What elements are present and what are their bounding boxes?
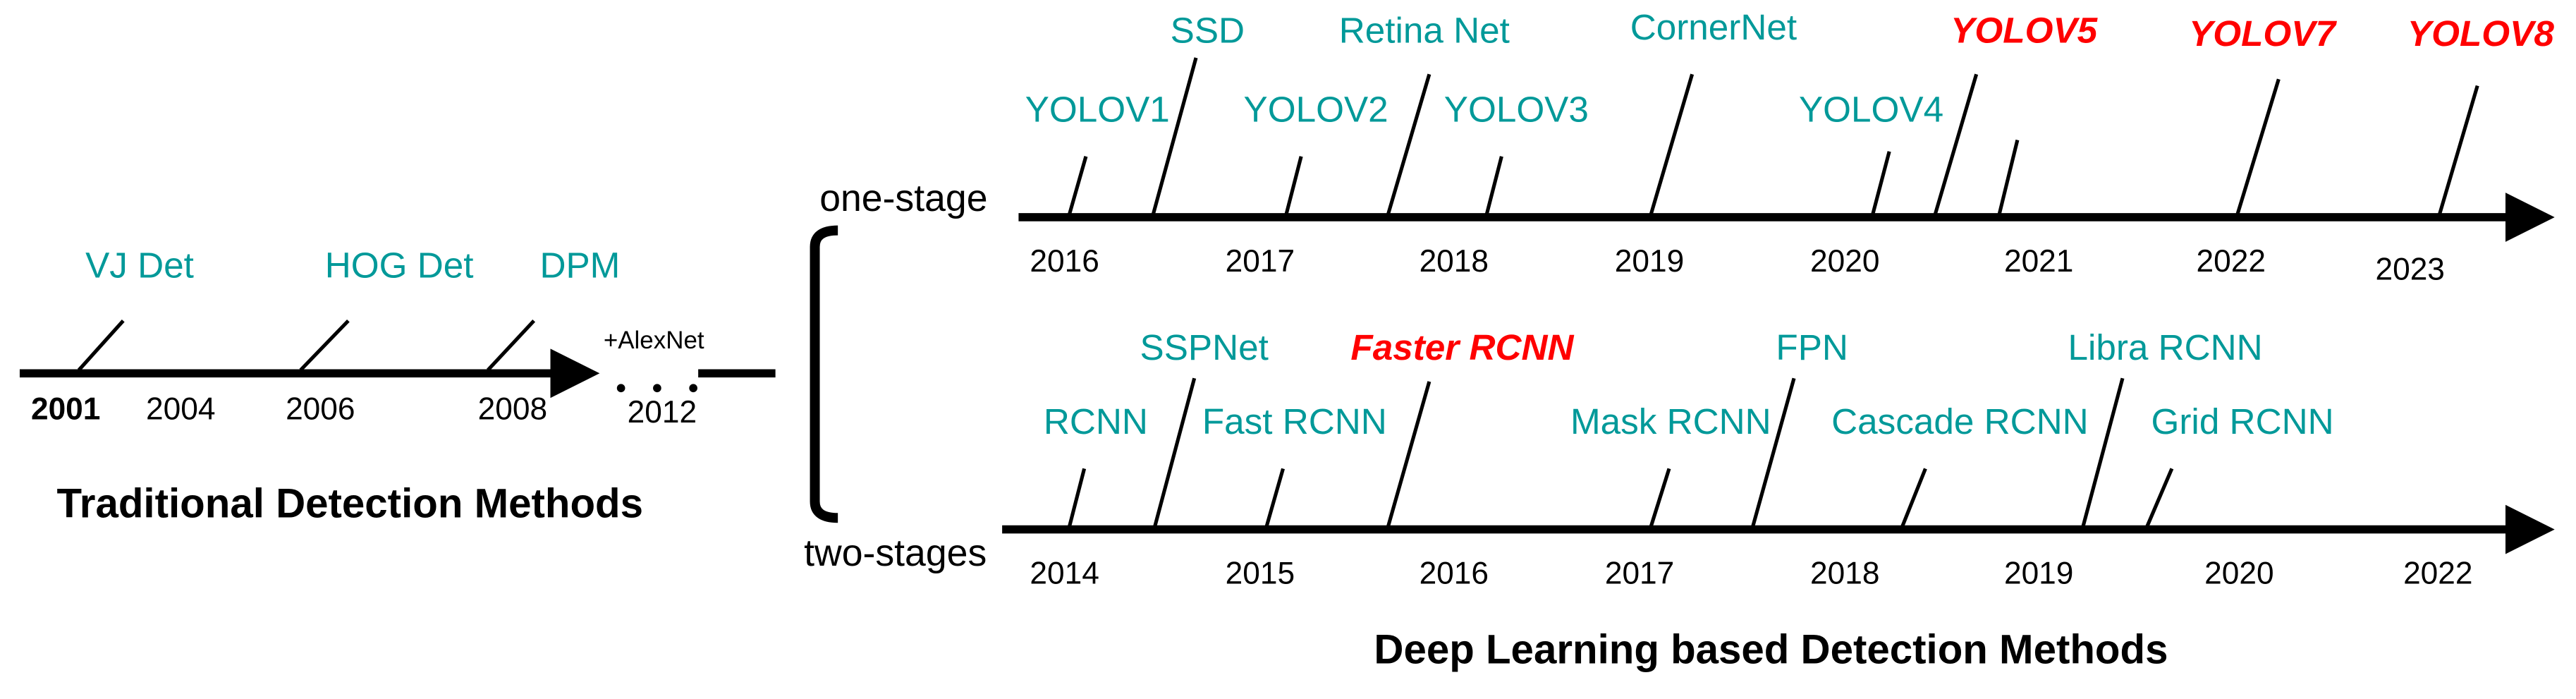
event-label: HOG Det [325,245,474,286]
tick [1751,377,1796,527]
tick [1484,156,1503,214]
event-label: VJ Det [85,245,194,286]
year: 2020 [2204,557,2273,591]
tick [2235,78,2281,215]
year: 2012 [628,395,697,430]
deep-title: Deep Learning based Detection Methods [1374,627,2168,673]
tick [1933,73,1979,215]
dot [616,384,625,393]
year: 2023 [2375,253,2444,287]
event-label: RCNN [1044,401,1148,442]
event-label: YOLOV8 [2407,13,2554,54]
year: 2022 [2197,244,2266,279]
year: 2019 [2004,557,2073,591]
event-label: DPM [539,245,620,286]
event-label: YOLOV7 [2189,13,2337,54]
dot [653,384,661,393]
year: 2004 [146,392,215,427]
year: 2017 [1226,244,1295,279]
year: 2014 [1030,557,1099,591]
tick [2081,377,2125,527]
tick [1386,73,1432,215]
one-stage-label: one-stage [819,177,987,219]
year: 2018 [1810,557,1879,591]
year: 2020 [1810,244,1879,279]
year: 2006 [286,392,355,427]
event-label: YOLOV5 [1951,11,2098,51]
tick [1153,377,1197,527]
year: 2016 [1420,557,1489,591]
event-label: Libra RCNN [2068,327,2262,367]
event-label: Fast RCNN [1202,401,1387,442]
two-stage-label: two-stages [804,532,987,574]
tick [1871,151,1891,214]
event-label: Cascade RCNN [1831,401,2089,442]
event-label: Mask RCNN [1570,401,1771,442]
tick [2438,85,2479,215]
event-label: SSPNet [1140,327,1269,367]
tick [1900,468,1927,527]
tick [1068,468,1087,527]
year: 2017 [1605,557,1674,591]
year: 2018 [1420,244,1489,279]
traditional-title: Traditional Detection Methods [56,480,643,526]
tick [1264,468,1285,527]
year: 2008 [478,392,547,427]
year: 2019 [1615,244,1684,279]
tick [1151,57,1198,214]
year: 2021 [2004,244,2073,279]
tick [1284,156,1303,214]
event-label: YOLOV4 [1799,89,1943,129]
dot [689,384,697,393]
tick [1068,156,1088,215]
tick [1649,468,1671,527]
tick [299,319,350,372]
event-label: YOLOV1 [1025,89,1170,129]
event-label: CornerNet [1630,7,1797,47]
event-label: YOLOV3 [1444,89,1589,129]
year: 2016 [1030,244,1099,279]
tick [1386,381,1432,527]
bracket [810,225,838,523]
event-label: Grid RCNN [2151,401,2334,442]
note: +AlexNet [604,327,704,354]
year: 2022 [2403,557,2472,591]
year: 2001 [31,392,100,427]
event-label: Retina Net [1339,11,1510,51]
tick [1649,73,1695,215]
event-label: FPN [1776,327,1848,367]
year: 2015 [1226,557,1295,591]
tick [1997,139,2020,214]
event-label: SSD [1171,11,1245,51]
tick [2145,468,2174,527]
event-label: YOLOV2 [1244,89,1388,129]
event-label: Faster RCNN [1350,327,1574,367]
tick [77,320,125,372]
tick [487,319,536,372]
